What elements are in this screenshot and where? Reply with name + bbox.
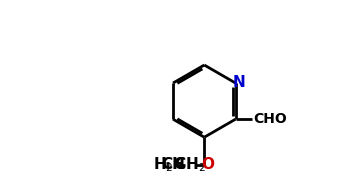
Text: CH$_2$: CH$_2$ (174, 155, 206, 174)
Text: N: N (232, 75, 245, 90)
Text: CHO: CHO (253, 112, 287, 126)
Text: CH: CH (161, 157, 185, 172)
Text: O: O (201, 157, 214, 172)
Text: H$_2$C: H$_2$C (153, 155, 185, 174)
